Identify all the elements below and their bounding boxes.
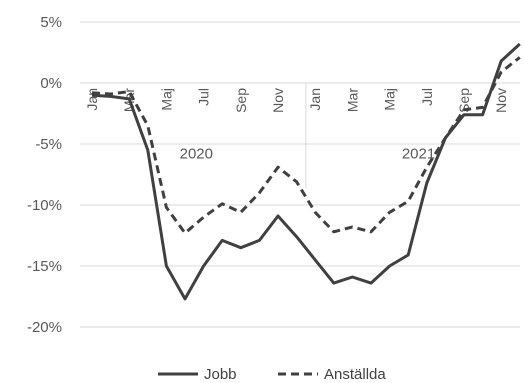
- legend: Jobb Anställda: [158, 366, 386, 383]
- series-jobb-line: [91, 42, 521, 301]
- x-tick-label: Mar: [344, 88, 360, 112]
- y-tick-label: -15%: [27, 258, 62, 275]
- x-axis-ticks: Jan Mar Maj Jul Sep Nov Jan Mar Maj Jul Sep Nov: [84, 88, 509, 113]
- year-label: 2020: [180, 146, 213, 163]
- x-tick-label: Jan: [307, 88, 323, 111]
- y-tick-label: -5%: [35, 136, 62, 153]
- y-tick-label: 0%: [40, 75, 62, 92]
- x-tick-label: Nov: [493, 88, 509, 113]
- series-anstallda-line: [91, 56, 521, 235]
- x-tick-label: Nov: [270, 88, 286, 113]
- y-tick-label: -10%: [27, 197, 62, 214]
- x-tick-label: Jul: [419, 88, 435, 106]
- legend-anstallda-label: Anställda: [324, 366, 386, 383]
- year-labels: 2020 2021: [180, 146, 436, 163]
- x-tick-label: Sep: [233, 88, 249, 113]
- year-label: 2021: [402, 146, 435, 163]
- x-tick-label: Maj: [382, 88, 398, 111]
- y-axis-ticks: 5% 0% -5% -10% -15% -20%: [27, 14, 62, 336]
- x-tick-label: Maj: [158, 88, 174, 111]
- series-lines: [91, 42, 521, 301]
- gridlines: [80, 21, 520, 328]
- y-tick-label: -20%: [27, 319, 62, 336]
- y-tick-label: 5%: [40, 14, 62, 31]
- x-tick-label: Jul: [196, 88, 212, 106]
- legend-jobb-label: Jobb: [204, 366, 237, 383]
- x-tick-label: Sep: [456, 88, 472, 113]
- x-tick-label: Jan: [84, 88, 100, 111]
